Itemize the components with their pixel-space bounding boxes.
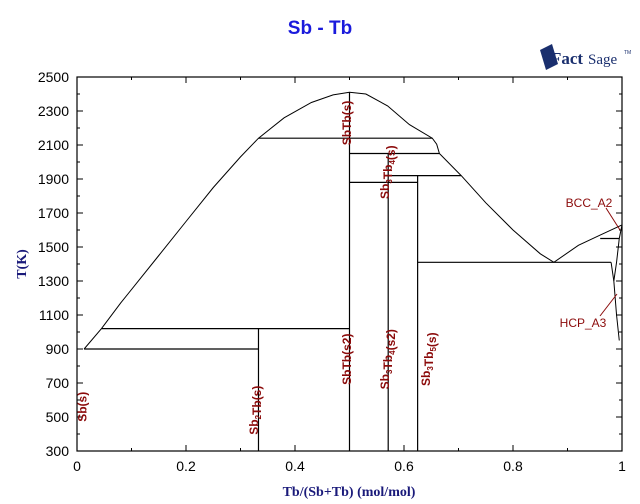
phase-label: Sb(s) — [75, 392, 89, 422]
phase-boundaries — [83, 91, 623, 451]
phase-label: Sb2Tb(s) — [247, 386, 264, 435]
svg-text:Sb(s): Sb(s) — [75, 392, 89, 422]
svg-text:Sb3Tb4(s2): Sb3Tb4(s2) — [378, 329, 398, 389]
axes: 300 500 700 900 1100 1300 1500 1700 1900 2100 2300… — [38, 69, 626, 474]
y-tick-label: 1500 — [38, 239, 69, 255]
x-axis-title: Tb/(Sb+Tb) (mol/mol) — [283, 485, 416, 500]
svg-text:Sb3Tb4(s): Sb3Tb4(s) — [378, 145, 398, 199]
y-tick-label: 300 — [46, 443, 70, 459]
phase-label: Sb3Tb5(s) — [419, 332, 439, 386]
hcp-boundary — [610, 262, 620, 341]
y-axis-title: T(K) — [15, 249, 30, 279]
y-tick-label: 1900 — [38, 171, 69, 187]
x-tick-label: 0.4 — [285, 458, 305, 474]
factsage-logo: Fact Sage TM — [540, 44, 631, 70]
y-tick-label: 500 — [46, 409, 70, 425]
svg-text:SbTb(s): SbTb(s) — [340, 101, 354, 146]
y-tick-label: 2100 — [38, 137, 69, 153]
logo-tm: TM — [624, 50, 631, 56]
phase-label: Sb3Tb4(s) — [378, 145, 398, 199]
y-tick-label: 1100 — [39, 307, 69, 323]
x-tick-label: 0.6 — [394, 458, 414, 474]
logo-mark-icon — [540, 44, 558, 70]
x-tick-label: 0.2 — [176, 458, 196, 474]
phase-label: Sb3Tb4(s2) — [378, 329, 398, 389]
y-tick-label: 1300 — [38, 273, 69, 289]
y-tick-label: 900 — [46, 341, 70, 357]
y-tick-label: 700 — [46, 375, 70, 391]
y-tick-label: 1700 — [38, 205, 69, 221]
logo-text-bold: Fact — [551, 49, 583, 68]
hcp-a3-label: HCP_A3 — [560, 316, 607, 330]
chart-title: Sb - Tb — [287, 18, 353, 39]
x-tick-label: 0 — [73, 458, 81, 474]
svg-text:SbTb(s2): SbTb(s2) — [340, 334, 354, 385]
phase-labels: Sb(s) Sb2Tb(s) SbTb(s2) Sb3Tb4(s2) Sb3Tb5(s)… — [75, 101, 621, 435]
svg-text:Sb2Tb(s): Sb2Tb(s) — [247, 386, 264, 435]
liquidus-curve — [83, 91, 623, 350]
svg-text:Sb3Tb5(s): Sb3Tb5(s) — [419, 332, 439, 386]
phase-label: SbTb(s) — [340, 101, 354, 146]
y-tick-label: 2300 — [38, 103, 69, 119]
logo-text-light: Sage — [588, 52, 618, 68]
y-tick-label: 2500 — [38, 69, 69, 85]
bcc-leader-line — [605, 207, 621, 231]
bcc-boundary — [613, 224, 623, 282]
phase-label: SbTb(s2) — [340, 334, 354, 385]
hcp-leader-line — [599, 293, 618, 317]
x-tick-label: 1 — [618, 458, 626, 474]
bcc-a2-label: BCC_A2 — [566, 196, 613, 210]
x-tick-label: 0.8 — [503, 458, 523, 474]
